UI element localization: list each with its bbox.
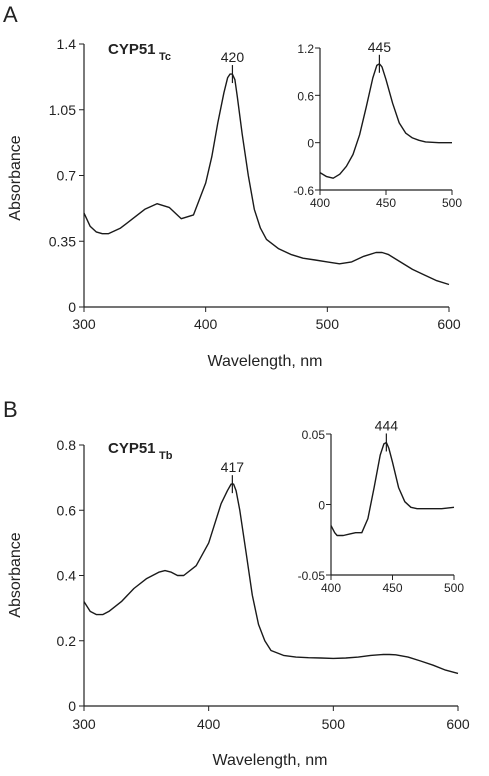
inset-a-x-tick-label-500: 500	[442, 196, 462, 210]
main-b-y-tick-label-4: 0.8	[57, 437, 77, 453]
main-b-y-tick-label-0: 0	[68, 698, 76, 714]
main-a-series-line-0	[83, 73, 450, 286]
main-b-x-tick-label-600: 600	[446, 716, 470, 732]
sample-label-sub-a: Tc	[159, 51, 171, 63]
main-b-y-tick-label-1: 0.2	[57, 633, 77, 649]
inset-a-y-tick-label-1: 0	[307, 137, 314, 151]
main-a-y-tick-label-3: 1.05	[49, 102, 76, 118]
inset-a-y-tick-label-0: -0.6	[293, 184, 314, 198]
inset-a-y-tick-label-3: 1.2	[297, 42, 314, 56]
y-axis-title-b: Absorbance	[7, 532, 24, 617]
main-b-series-line-0	[83, 483, 459, 675]
inset-b-y-tick-label-1: 0	[318, 499, 325, 513]
inset-b-y-tick-label-2: 0.05	[302, 428, 326, 442]
inset-a-x-tick-label-400: 400	[310, 196, 330, 210]
main-a-x-tick-label-600: 600	[437, 316, 461, 332]
panel-letter-b: B	[3, 397, 18, 422]
main-a-y-tick-label-1: 0.35	[49, 233, 76, 249]
main-b-x-tick-label-300: 300	[72, 716, 96, 732]
panel-letter-a: A	[3, 2, 18, 27]
x-axis-title-a: Wavelength, nm	[207, 353, 322, 370]
sample-label-sub-b: Tb	[159, 450, 173, 462]
inset-b-peak-label: 444	[375, 417, 399, 433]
panel-b: B Absorbance Wavelength, nm CYP51 Tb 300…	[3, 397, 470, 769]
main-a-peak-label: 420	[221, 49, 245, 65]
main-b-peak-label: 417	[221, 459, 245, 475]
main-a-x-tick-label-300: 300	[72, 316, 96, 332]
main-b-x-tick-label-400: 400	[197, 716, 221, 732]
inset-a-y-tick-label-2: 0.6	[297, 89, 314, 103]
inset-b-series-line-0	[330, 441, 455, 537]
panel-a: A Absorbance Wavelength, nm CYP51 Tc 300…	[3, 2, 462, 370]
main-a-y-tick-label-0: 0	[68, 299, 76, 315]
main-plot-b: 300 400 500 600 0 0.2 0.4 0.6 0.8 417	[57, 437, 470, 732]
main-b-y-tick-label-2: 0.4	[57, 568, 77, 584]
inset-a-x-tick-label-450: 450	[376, 196, 396, 210]
main-b-x-tick-label-500: 500	[322, 716, 346, 732]
inset-b-y-tick-label-0: -0.05	[298, 569, 326, 583]
sample-label-a: CYP51 Tc	[108, 41, 171, 63]
main-a-x-tick-label-500: 500	[316, 316, 340, 332]
main-a-y-tick-label-4: 1.4	[57, 36, 77, 52]
inset-b-x-tick-label-400: 400	[321, 581, 341, 595]
x-axis-title-b: Wavelength, nm	[212, 752, 327, 769]
inset-a-series-line-0	[319, 63, 452, 179]
main-a-x-tick-label-400: 400	[194, 316, 218, 332]
inset-b-x-tick-label-500: 500	[444, 581, 464, 595]
sample-label-b: CYP51 Tb	[108, 440, 173, 462]
y-axis-title-a: Absorbance	[7, 135, 24, 220]
inset-b-x-tick-label-450: 450	[382, 581, 402, 595]
inset-plot-b: 400 450 500 -0.05 0 0.05 444	[298, 417, 465, 595]
sample-label-main-b: CYP51	[108, 440, 156, 457]
inset-plot-a: 400 450 500 -0.6 0 0.6 1.2 445	[293, 39, 462, 210]
inset-a-peak-label: 445	[368, 39, 392, 55]
main-b-y-tick-label-3: 0.6	[57, 502, 77, 518]
main-a-y-tick-label-2: 0.7	[57, 168, 77, 184]
sample-label-main-a: CYP51	[108, 41, 156, 58]
main-plot-a: 300 400 500 600 0 0.35 0.7 1.05 1.4 420	[49, 36, 461, 332]
